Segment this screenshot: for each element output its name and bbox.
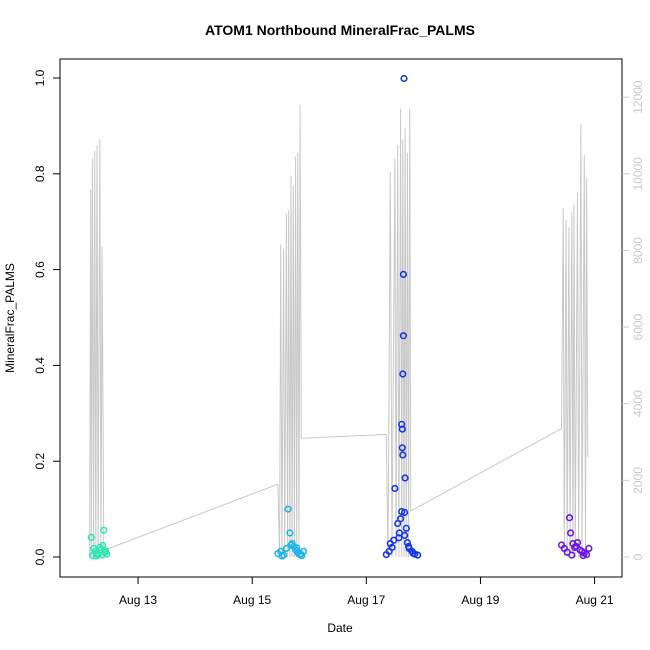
data-point [400,74,408,83]
data-point [399,451,407,459]
y2-tick-label: 2000 [631,467,645,494]
y-tick-label: 1.0 [33,69,47,86]
y2-tick-label: 8000 [631,237,645,264]
data-point [568,551,576,559]
data-point [88,551,96,560]
x-tick-label: Aug 17 [347,593,385,607]
y-tick-label: 0.4 [33,357,47,374]
y-tick-label: 0.6 [33,261,47,278]
data-point [395,534,403,542]
data-point [402,524,410,532]
data-point [401,474,409,482]
x-tick-label: Aug 15 [233,593,271,607]
y2-tick-label: 12000 [631,80,645,114]
data-point [99,541,107,550]
x-axis: Aug 13 Aug 15 Aug 17 Aug 19 Aug 21 [119,577,614,607]
data-point [286,529,294,537]
secondary-line-layer [89,104,589,558]
data-point [573,538,582,547]
x-tick-label: Aug 19 [461,593,499,607]
chart-title: ATOM1 Northbound MineralFrac_PALMS [205,22,475,38]
data-point [401,531,409,540]
data-point [100,526,108,534]
data-point [566,529,575,537]
data-point [398,444,406,452]
y-axis-right: 0 2000 4000 6000 8000 10000 12000 [622,80,645,560]
data-point [103,550,111,558]
y-axis-label: MineralFrac_PALMS [3,263,17,373]
y2-tick-label: 10000 [631,157,645,191]
data-point [284,505,292,513]
data-point [297,550,305,558]
data-point [572,542,580,551]
x-tick-label: Aug 21 [576,593,614,607]
plot-area [59,58,623,578]
y-tick-label: 0.2 [33,453,47,470]
y2-tick-label: 0 [631,553,645,560]
secondary-line [89,104,589,558]
data-point [397,515,405,523]
data-point [582,550,591,559]
data-point [282,544,291,553]
data-point [278,552,286,560]
y-tick-label: 0.8 [33,165,47,182]
data-point [585,544,593,553]
data-point [565,514,574,522]
data-point [405,542,413,551]
x-axis-label: Date [327,621,353,635]
data-point [401,508,409,517]
data-point [87,533,95,542]
y-axis-left: 0.0 0.2 0.4 0.6 0.8 1.0 [33,69,60,565]
x-tick-label: Aug 13 [119,593,157,607]
data-point [293,544,301,552]
data-point [399,370,407,378]
data-point [287,541,295,549]
points-layer [87,74,593,560]
data-point [388,543,396,552]
data-point [98,551,106,559]
data-point [409,549,417,557]
data-point [399,270,408,279]
y2-tick-label: 4000 [631,390,645,417]
data-point [391,484,399,493]
y-tick-label: 0.0 [33,548,47,565]
data-point [579,551,587,560]
data-point [398,425,406,433]
data-point [399,332,408,340]
y2-tick-label: 6000 [631,313,645,340]
data-point [101,547,110,555]
